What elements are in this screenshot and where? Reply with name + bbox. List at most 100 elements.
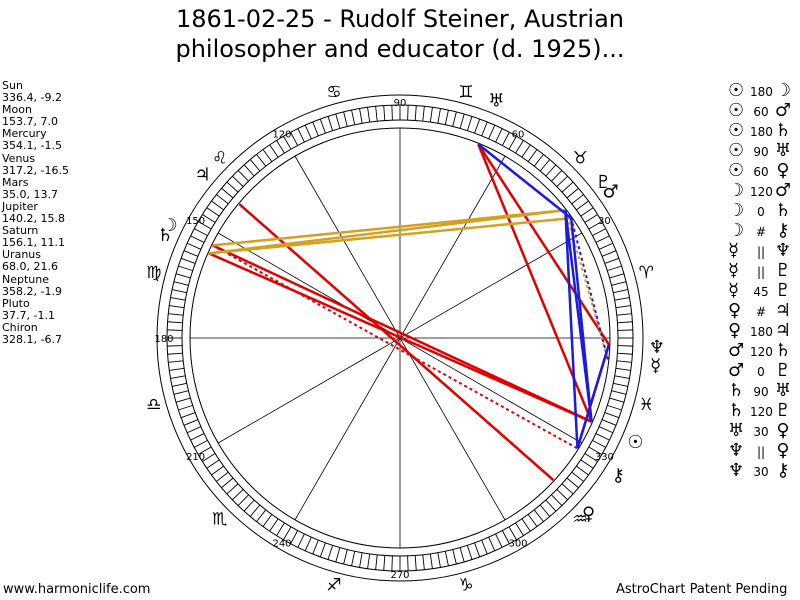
degree-tick	[595, 433, 610, 441]
aspect-angle: 180	[750, 85, 773, 99]
position-value: 153.7, 7.0	[2, 115, 58, 129]
position-value: 317.2, -16.5	[2, 163, 69, 177]
degree-tick	[616, 360, 632, 363]
degree-tick	[178, 404, 193, 411]
planet-positions-list: Sun 336.4, -9.2 Moon 153.7, 7.0 Mercury 354.1…	[2, 79, 69, 346]
degree-tick	[551, 494, 563, 506]
position-name: Neptune	[2, 272, 50, 286]
patent-notice: AstroChart Patent Pending	[616, 582, 788, 597]
degree-tick	[521, 518, 531, 532]
degree-tick	[545, 499, 557, 512]
aspect-line	[208, 216, 572, 255]
degree-tick	[216, 194, 229, 205]
position-name: Moon	[2, 103, 32, 117]
degree-tick	[256, 509, 267, 522]
degree-tick	[206, 459, 220, 469]
degree-label: 240	[272, 538, 291, 549]
saturn-icon: ♄	[157, 225, 173, 246]
degree-tick	[226, 181, 239, 193]
degree-tick	[221, 187, 234, 199]
aspect-planet-2-icon: ♃	[774, 300, 792, 321]
aspect-angle: 0	[757, 205, 765, 219]
aspect-angle: #	[755, 225, 767, 239]
degree-tick	[171, 289, 187, 294]
degree-tick	[576, 200, 589, 211]
aspect-row: ☿ 45 ♇	[728, 280, 794, 301]
degree-tick	[556, 489, 568, 501]
degree-tick	[190, 235, 205, 243]
degree-tick	[327, 116, 334, 131]
degree-tick	[584, 453, 598, 462]
degree-tick	[607, 404, 622, 411]
aspect-row: ♅ 30 ♀	[728, 420, 794, 441]
position-value: 37.7, -1.1	[2, 308, 55, 322]
aspect-planet-1-icon: ☉	[728, 140, 745, 161]
aspect-angle: #	[755, 305, 767, 319]
aspect-planet-2-icon: ♇	[774, 280, 792, 301]
aspect-planet-1-icon: ☿	[728, 240, 740, 261]
degree-label: 270	[390, 570, 409, 581]
degree-label: 300	[508, 538, 527, 549]
position-value: 35.0, 13.7	[2, 187, 58, 201]
website-link[interactable]: www.harmoniclife.com	[3, 582, 151, 597]
chart-title-line-2: philosopher and educator (d. 1925)...	[175, 35, 625, 63]
aspect-planet-2-icon: ♄	[774, 120, 792, 141]
aspect-angle: 60	[753, 165, 769, 179]
aspect-planet-2-icon: ♀	[776, 160, 790, 181]
zodiac-sign-icon: ♋	[326, 83, 341, 103]
degree-tick	[588, 221, 603, 230]
degree-tick	[407, 555, 409, 571]
degree-tick	[481, 121, 488, 137]
degree-tick	[561, 483, 574, 495]
degree-tick	[290, 530, 299, 544]
degree-tick	[304, 124, 312, 140]
degree-label: 210	[186, 452, 205, 463]
degree-tick	[180, 257, 196, 264]
degree-tick	[444, 109, 449, 125]
degree-tick	[598, 426, 614, 434]
position-name: Saturn	[2, 224, 39, 238]
degree-label: 150	[186, 216, 205, 227]
uranus-icon: ♅	[488, 91, 504, 112]
aspect-row: ☽ # ⚷	[728, 220, 794, 241]
degree-label: 330	[595, 452, 614, 463]
aspect-row: ☿ || ♆	[728, 240, 794, 261]
aspect-planet-2-icon: ♅	[774, 140, 792, 161]
aspect-angle: 120	[750, 405, 773, 419]
aspect-lines	[208, 143, 611, 481]
aspect-angle: 180	[750, 125, 773, 139]
aspect-planet-2-icon: ♀	[776, 440, 790, 461]
degree-tick	[359, 108, 363, 124]
aspect-planet-2-icon: ♇	[774, 400, 792, 421]
aspect-angle: 30	[753, 465, 769, 479]
degree-tick	[601, 419, 617, 426]
degree-tick	[351, 551, 356, 567]
position-value: 68.0, 21.6	[2, 260, 58, 274]
aspect-planet-2-icon: ♃	[774, 320, 792, 341]
degree-tick	[269, 144, 279, 158]
aspect-planet-1-icon: ☽	[728, 180, 745, 201]
degree-tick	[168, 360, 184, 363]
aspect-angle: 60	[753, 105, 769, 119]
degree-tick	[429, 107, 433, 123]
aspect-planet-2-icon: ♂	[774, 100, 792, 121]
position-name: Sun	[2, 79, 23, 92]
degree-tick	[304, 536, 312, 552]
degree-tick	[169, 367, 185, 371]
degree-tick	[580, 459, 594, 469]
aspect-planet-1-icon: ♀	[728, 320, 742, 341]
wheel-degree-ticks	[167, 105, 633, 571]
degree-tick	[190, 433, 205, 441]
aspect-line	[576, 344, 611, 449]
aspect-line	[238, 203, 555, 481]
degree-tick	[343, 549, 348, 565]
aspect-planet-1-icon: ☿	[728, 260, 740, 281]
degree-tick	[327, 545, 334, 560]
degree-tick	[437, 108, 441, 124]
aspect-planet-2-icon: ♄	[774, 200, 792, 221]
aspect-line	[570, 217, 609, 360]
aspect-angle: ||	[756, 445, 766, 459]
aspect-planet-1-icon: ♀	[728, 300, 742, 321]
degree-tick	[367, 553, 371, 569]
aspect-planet-2-icon: ♂	[774, 180, 792, 201]
